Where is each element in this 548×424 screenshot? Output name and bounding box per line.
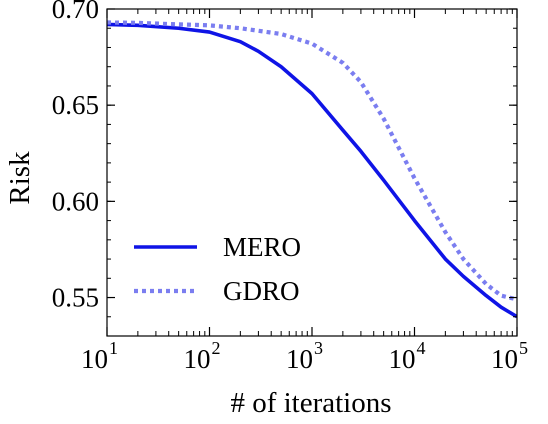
plot-frame (106, 8, 518, 337)
series-line-mero (107, 22, 517, 319)
series-line-gdro (107, 20, 517, 302)
y-tick-label: 0.60 (52, 186, 99, 216)
x-tick-base: 10 (491, 344, 518, 374)
y-tick-label: 0.70 (52, 0, 99, 24)
x-tick-exponent: 5 (519, 338, 528, 358)
y-tick-label: 0.65 (52, 90, 99, 120)
x-axis-label: # of iterations (230, 387, 391, 419)
x-tick-exponent: 4 (417, 338, 426, 358)
x-tick-exponent: 1 (109, 338, 118, 358)
x-tick-label: 10 5 (491, 338, 528, 374)
x-tick-base: 10 (286, 344, 313, 374)
legend: MERO GDRO (134, 232, 301, 306)
x-axis-ticks: 10 1 10 2 10 3 10 4 10 5 (81, 9, 528, 374)
x-tick-label: 10 4 (389, 338, 426, 374)
y-axis-ticks: 0.55 0.60 0.65 0.70 (52, 0, 517, 337)
x-tick-label: 10 2 (184, 338, 221, 374)
x-tick-label: 10 3 (286, 338, 323, 374)
plot-area (106, 8, 518, 337)
y-tick-label: 0.55 (52, 283, 99, 313)
legend-label-gdro: GDRO (223, 276, 300, 306)
x-tick-base: 10 (81, 344, 108, 374)
x-tick-base: 10 (389, 344, 416, 374)
legend-label-mero: MERO (223, 232, 301, 262)
y-axis-label: Risk (4, 151, 36, 205)
x-tick-label: 10 1 (81, 338, 118, 374)
x-tick-exponent: 2 (212, 338, 221, 358)
x-tick-exponent: 3 (314, 338, 323, 358)
x-tick-base: 10 (184, 344, 211, 374)
